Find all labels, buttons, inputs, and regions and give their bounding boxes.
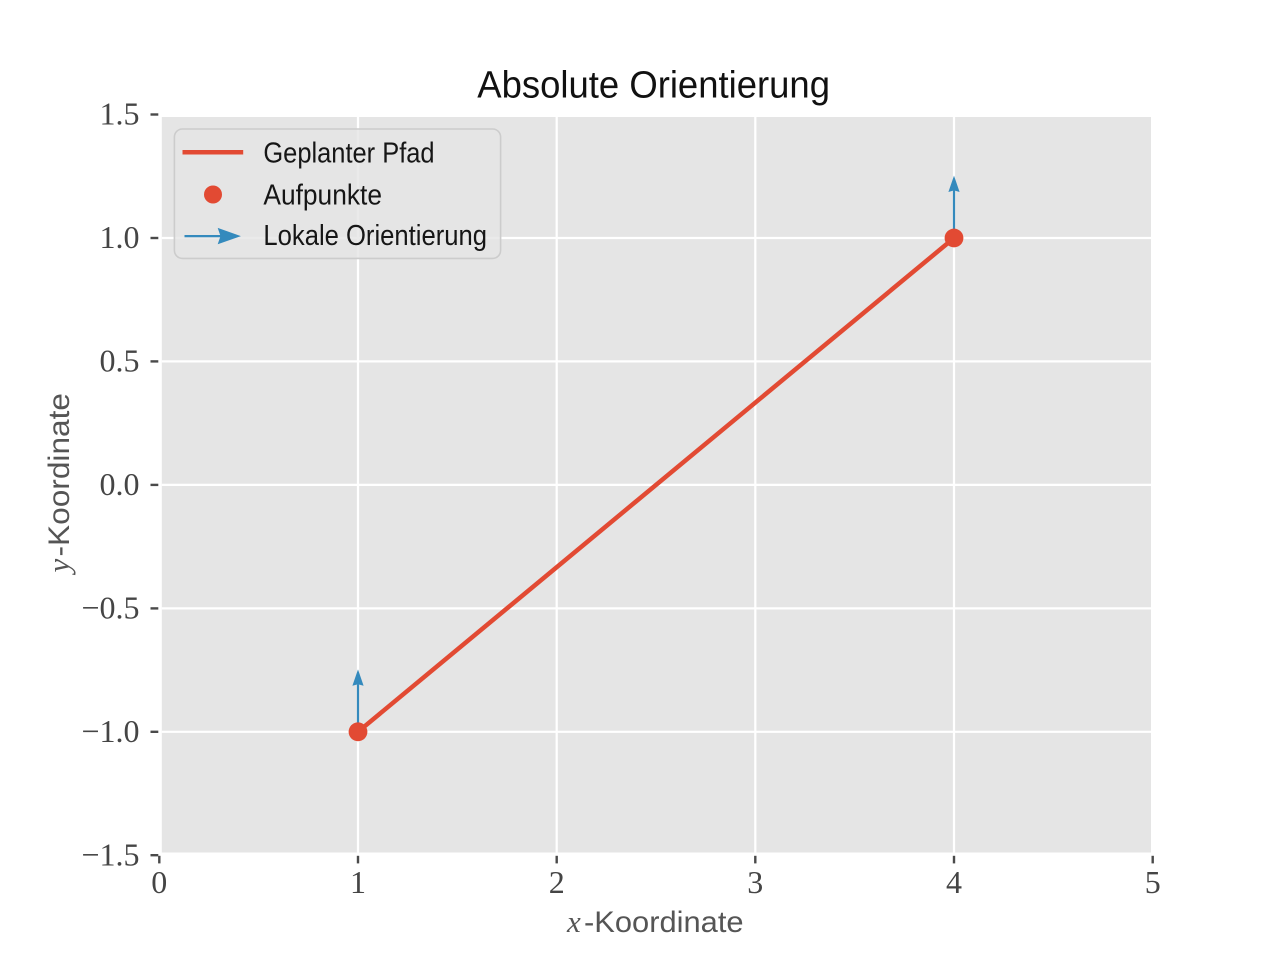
svg-text:0.0: 0.0 [100,466,140,502]
svg-text:1: 1 [350,864,366,900]
svg-text:1.5: 1.5 [100,96,140,132]
svg-text:−1.5: −1.5 [81,837,139,873]
svg-text:Lokale Orientierung: Lokale Orientierung [263,220,487,252]
svg-text:Aufpunkte: Aufpunkte [263,180,382,212]
svg-text:y: y [41,559,76,576]
svg-text:-Koordinate: -Koordinate [584,906,744,939]
svg-text:5: 5 [1145,864,1161,900]
svg-text:0: 0 [151,864,167,900]
svg-text:−0.5: −0.5 [81,590,139,626]
svg-text:−1.0: −1.0 [81,713,139,749]
svg-text:Absolute Orientierung: Absolute Orientierung [477,64,830,106]
svg-text:1.0: 1.0 [100,219,140,255]
svg-text:2: 2 [549,864,565,900]
svg-text:Geplanter Pfad: Geplanter Pfad [263,138,434,170]
svg-text:4: 4 [946,864,962,900]
svg-text:3: 3 [747,864,763,900]
svg-text:x: x [566,904,581,939]
svg-text:-Koordinate: -Koordinate [43,393,76,557]
svg-text:0.5: 0.5 [100,343,140,379]
